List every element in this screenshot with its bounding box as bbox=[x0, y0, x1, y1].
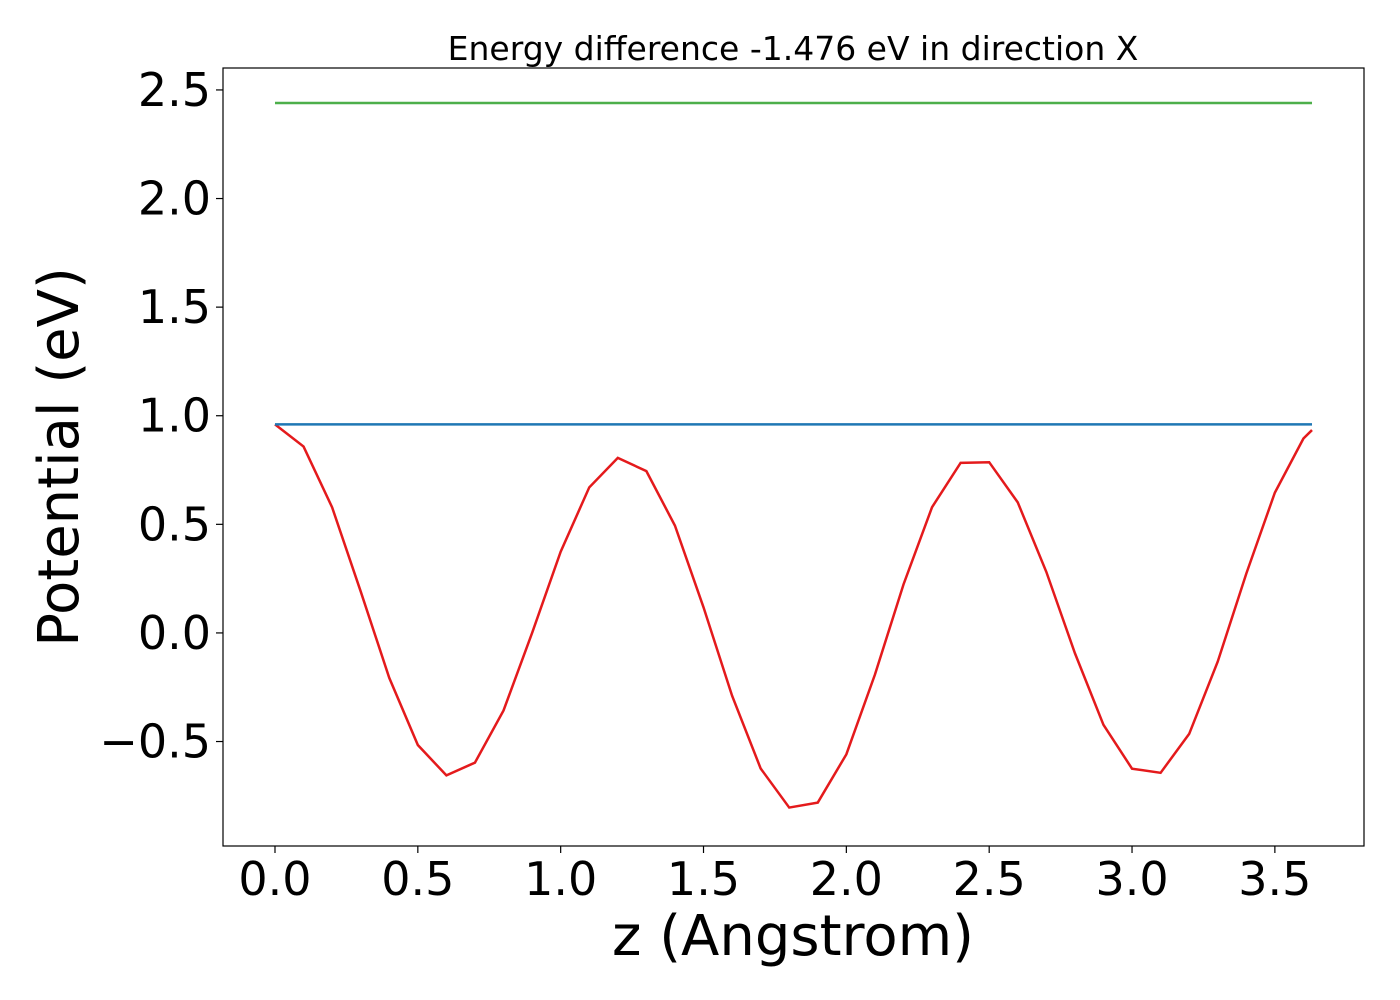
series-line bbox=[274, 423, 1313, 809]
plot-frame bbox=[222, 67, 1365, 847]
chart-title: Energy difference -1.476 eV in direction… bbox=[448, 29, 1139, 68]
y-tick-label: 1.5 bbox=[138, 280, 211, 334]
y-tick-label: 0.0 bbox=[138, 606, 211, 660]
x-tick-label: 3.0 bbox=[1095, 852, 1168, 906]
x-tick-label: 3.5 bbox=[1238, 852, 1311, 906]
x-tick-label: 0.0 bbox=[238, 852, 311, 906]
y-tick-label: 2.0 bbox=[138, 172, 211, 226]
x-tick-label: 1.0 bbox=[524, 852, 597, 906]
x-tick-label: 1.5 bbox=[667, 852, 740, 906]
y-tick-label: 1.0 bbox=[138, 389, 211, 443]
x-axis-label: z (Angstrom) bbox=[612, 904, 974, 969]
x-tick-label: 0.5 bbox=[381, 852, 454, 906]
x-tick-label: 2.5 bbox=[953, 852, 1026, 906]
y-tick-label: −0.5 bbox=[99, 715, 211, 769]
y-tick-label: 0.5 bbox=[138, 497, 211, 551]
x-tick-label: 2.0 bbox=[810, 852, 883, 906]
y-tick-label: 2.5 bbox=[138, 63, 211, 117]
y-axis-label: Potential (eV) bbox=[27, 267, 92, 647]
